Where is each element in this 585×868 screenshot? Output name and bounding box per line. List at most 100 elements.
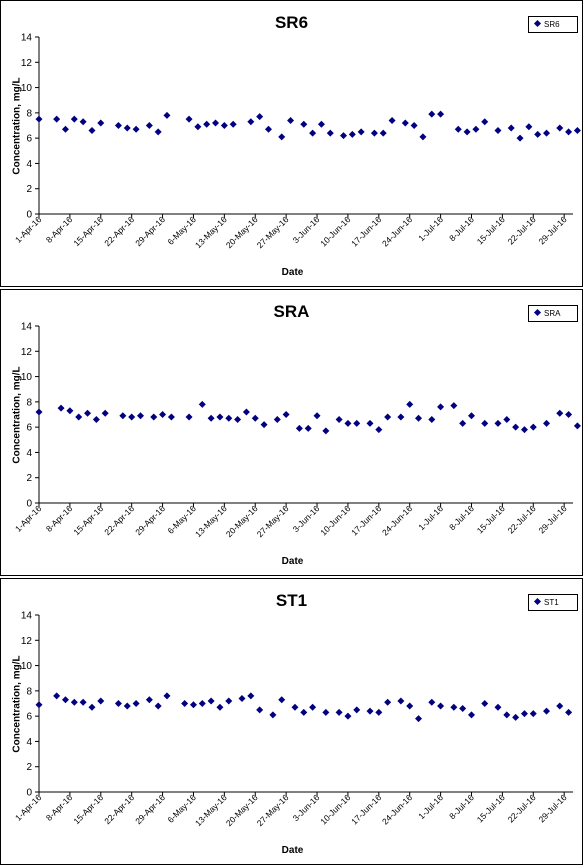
x-tick-label: 3-Jun-16 (291, 792, 322, 823)
data-point (503, 711, 511, 719)
data-point (428, 416, 436, 424)
x-tick-label: 15-Jul-16 (475, 214, 507, 246)
data-point (79, 698, 87, 706)
y-tick-label: 12 (21, 347, 33, 358)
data-point (185, 413, 193, 421)
y-tick-label: 6 (26, 423, 32, 434)
data-point (88, 127, 96, 135)
data-point (97, 119, 105, 127)
data-point (97, 697, 105, 705)
x-tick-label: 22-Apr-16 (102, 792, 136, 826)
data-point (344, 712, 352, 720)
y-axis-label: Concentration, mg/L (11, 77, 23, 175)
data-point (450, 402, 458, 410)
x-tick-label: 22-Jul-16 (506, 503, 538, 535)
x-tick-label: 24-Jun-16 (380, 503, 414, 537)
data-point (53, 692, 61, 700)
data-point (35, 115, 43, 123)
data-point (494, 127, 502, 135)
x-tick-label: 24-Jun-16 (380, 214, 414, 248)
x-tick-label: 27-May-16 (255, 503, 291, 539)
legend: SR6 (528, 16, 578, 33)
x-tick-label: 20-May-16 (224, 503, 260, 539)
data-point (282, 411, 290, 418)
y-tick-label: 12 (21, 636, 33, 647)
x-tick-label: 8-Jul-16 (447, 792, 476, 821)
data-point (198, 400, 206, 408)
x-tick-label: 22-Jul-16 (506, 214, 538, 246)
data-point (251, 414, 259, 422)
legend: ST1 (528, 594, 578, 611)
y-tick-label: 2 (26, 762, 32, 773)
x-tick-label: 22-Apr-16 (102, 214, 136, 248)
data-point (269, 711, 277, 719)
data-point (313, 412, 321, 420)
data-point (247, 118, 255, 126)
data-point (57, 404, 65, 412)
y-tick-label: 6 (26, 712, 32, 723)
data-point (543, 129, 551, 137)
data-point (481, 419, 489, 427)
data-point (61, 696, 69, 704)
diamond-marker-icon (533, 597, 542, 606)
x-tick-label: 29-Jul-16 (536, 792, 568, 824)
data-point (260, 421, 268, 429)
data-point (397, 413, 405, 421)
data-point (459, 419, 467, 427)
x-tick-label: 15-Apr-16 (71, 214, 105, 248)
x-tick-label: 15-Apr-16 (71, 503, 105, 537)
y-tick-label: 0 (26, 210, 32, 221)
data-point (114, 122, 122, 129)
data-point (256, 113, 264, 121)
data-point (503, 416, 511, 424)
x-tick-label: 29-Apr-16 (133, 792, 167, 826)
x-tick-label: 3-Jun-16 (291, 503, 322, 534)
y-tick-label: 4 (26, 159, 32, 170)
data-point (220, 122, 228, 129)
data-point (309, 703, 317, 711)
data-point (154, 702, 162, 710)
data-point (92, 416, 100, 424)
y-tick-label: 14 (21, 322, 33, 333)
data-point (556, 702, 564, 710)
data-point (401, 119, 409, 127)
x-tick-label: 8-Apr-16 (44, 503, 75, 534)
data-point (428, 698, 436, 706)
y-axis-label: Concentration, mg/L (11, 655, 23, 753)
data-point (565, 128, 573, 136)
y-tick-label: 8 (26, 686, 32, 697)
data-point (454, 125, 462, 133)
data-point (35, 701, 43, 709)
x-tick-label: 10-Jun-16 (318, 214, 352, 248)
data-point (256, 706, 264, 714)
data-point (189, 701, 197, 709)
data-point (300, 708, 308, 716)
data-point (322, 708, 330, 716)
data-point (326, 129, 334, 137)
data-point (520, 710, 528, 718)
chart-title: SRA (273, 302, 310, 321)
data-point (79, 118, 87, 126)
data-point (481, 700, 489, 707)
x-tick-label: 27-May-16 (255, 792, 291, 828)
diamond-marker-icon (533, 19, 542, 28)
data-point (534, 130, 542, 138)
data-point (212, 119, 220, 127)
data-point (340, 132, 348, 140)
x-tick-label: 29-Jul-16 (536, 503, 568, 535)
data-point (384, 413, 392, 421)
data-point (123, 702, 131, 710)
x-axis-label: Date (281, 556, 304, 567)
data-point (159, 411, 167, 418)
data-point (287, 116, 295, 124)
x-tick-label: 8-Jul-16 (447, 214, 476, 243)
x-tick-label: 10-Jun-16 (318, 503, 352, 537)
legend: SRA (528, 305, 578, 322)
data-point (132, 125, 140, 133)
data-point (242, 408, 250, 416)
data-point (84, 409, 92, 417)
y-tick-label: 4 (26, 448, 32, 459)
y-tick-label: 8 (26, 397, 32, 408)
